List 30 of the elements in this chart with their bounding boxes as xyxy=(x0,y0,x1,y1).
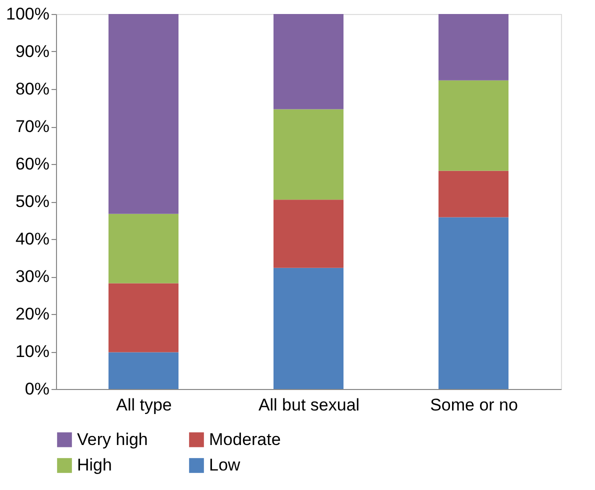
bar xyxy=(438,217,508,389)
bar xyxy=(274,200,344,268)
bar xyxy=(108,14,178,214)
y-tick-label: 90% xyxy=(15,42,50,61)
bar xyxy=(108,283,178,352)
legend-label: Low xyxy=(209,456,241,474)
x-tick-label: All type xyxy=(116,396,172,414)
bar xyxy=(274,268,344,389)
bar xyxy=(108,214,178,284)
bar xyxy=(274,109,344,200)
bar xyxy=(108,352,178,389)
y-tick-label: 10% xyxy=(15,342,50,361)
legend-label: Moderate xyxy=(209,430,281,449)
y-tick-label: 20% xyxy=(15,304,50,324)
y-tick-label: 50% xyxy=(15,192,50,211)
y-tick-label: 100% xyxy=(6,4,50,24)
x-tick-label: All but sexual xyxy=(258,396,360,414)
y-tick-label: 60% xyxy=(15,154,50,174)
legend-label: Very high xyxy=(77,430,148,449)
bar xyxy=(438,14,508,80)
bar xyxy=(274,14,344,110)
y-tick-label: 70% xyxy=(15,117,50,136)
y-tick-label: 30% xyxy=(15,267,50,286)
legend-label: High xyxy=(77,456,112,474)
y-tick-label: 0% xyxy=(24,380,50,398)
bar xyxy=(438,80,508,171)
y-tick-label: 40% xyxy=(15,230,50,248)
bar xyxy=(438,170,508,218)
y-tick-label: 80% xyxy=(15,80,50,98)
x-tick-label: Some or no xyxy=(430,396,518,414)
